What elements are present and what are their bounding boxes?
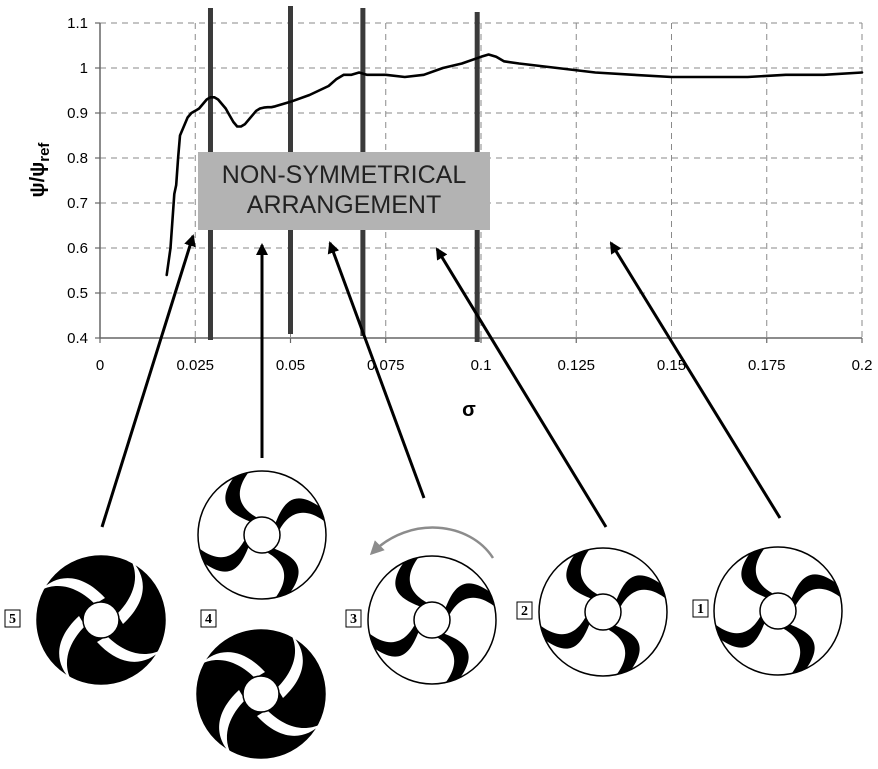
- x-tick-label: 0.025: [176, 357, 214, 374]
- impeller-icon: [367, 555, 497, 685]
- impeller-icon: [538, 547, 668, 677]
- impeller-icon: [197, 470, 327, 600]
- stage-label-5: 5: [9, 612, 16, 627]
- pointer-arrows: [100, 234, 782, 528]
- y-tick-label: 0.9: [67, 105, 88, 122]
- stage-label-2: 2: [521, 604, 528, 619]
- series: [165, 53, 864, 277]
- x-tick-label: 0.2: [852, 357, 873, 374]
- impeller-1: 1: [692, 546, 843, 676]
- rotation-arrow-icon: [369, 526, 495, 559]
- y-tick-label: 0.5: [67, 285, 88, 302]
- x-tick-label: 0.05: [276, 357, 305, 374]
- pointer-arrow-2: [435, 247, 608, 528]
- axes: [95, 22, 863, 343]
- annotation-line-2: ARRANGEMENT: [247, 191, 441, 219]
- x-tick-label: 0: [96, 357, 104, 374]
- impeller-icon: [713, 546, 843, 676]
- stage-label-3: 3: [350, 612, 357, 627]
- impeller-4: 4: [196, 470, 327, 759]
- y-tick-label: 0.8: [67, 150, 88, 167]
- x-tick-label: 0.175: [748, 357, 786, 374]
- pointer-arrow-1: [609, 241, 782, 519]
- impeller-5: 5: [4, 555, 166, 685]
- y-tick-label: 1.1: [67, 15, 88, 32]
- y-tick-label: 0.6: [67, 240, 88, 257]
- y-tick-label: 1: [80, 60, 88, 77]
- x-tick-label: 0.15: [657, 357, 686, 374]
- pointer-arrow-3: [327, 241, 426, 499]
- impeller-2: 2: [516, 547, 668, 677]
- impeller-3: 3: [345, 555, 497, 685]
- x-axis-label: σ: [462, 399, 476, 421]
- x-tick-label: 0.125: [557, 357, 595, 374]
- y-tick-label: 0.7: [67, 195, 88, 212]
- x-tick-label: 0.1: [471, 357, 492, 374]
- annotation-line-1: NON-SYMMETRICAL: [222, 161, 467, 189]
- series-line: [165, 53, 864, 277]
- stage-label-1: 1: [697, 602, 704, 617]
- stage-label-4: 4: [205, 612, 212, 627]
- y-tick-label: 0.4: [67, 330, 88, 347]
- annotation-box: NON-SYMMETRICAL ARRANGEMENT: [198, 152, 490, 230]
- impeller-icon: [196, 629, 326, 759]
- impeller-icon: [36, 555, 166, 685]
- pointer-arrow-5: [100, 234, 196, 528]
- y-axis-label: ψ/ψref: [27, 142, 53, 198]
